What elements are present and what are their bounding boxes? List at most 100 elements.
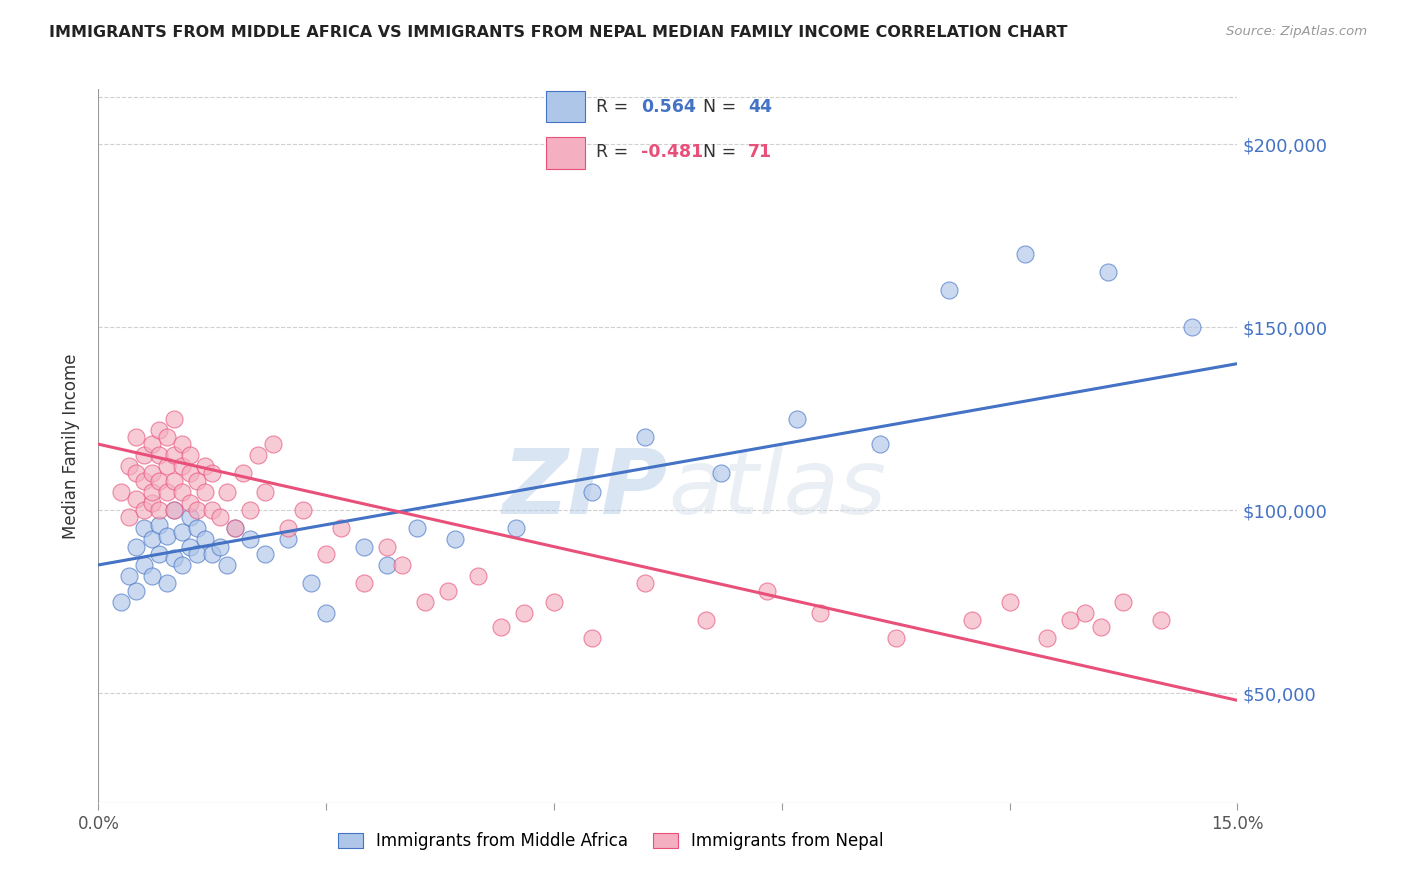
Point	[118, 569, 141, 583]
Point	[1181, 320, 1204, 334]
Point	[710, 467, 733, 481]
Point	[239, 503, 262, 517]
Point	[148, 503, 170, 517]
Point	[125, 540, 148, 554]
Point	[179, 510, 201, 524]
Point	[132, 521, 155, 535]
Point	[1150, 613, 1173, 627]
Point	[1090, 620, 1112, 634]
Point	[163, 550, 186, 565]
Point	[436, 583, 458, 598]
Point	[1112, 594, 1135, 608]
Point	[132, 474, 155, 488]
Point	[277, 533, 299, 547]
Point	[755, 583, 778, 598]
Point	[413, 594, 436, 608]
Point	[186, 474, 208, 488]
Point	[141, 437, 163, 451]
Point	[163, 503, 186, 517]
Point	[201, 547, 224, 561]
Point	[110, 484, 132, 499]
Point	[186, 503, 208, 517]
Point	[505, 521, 527, 535]
Point	[194, 533, 217, 547]
Point	[581, 484, 603, 499]
Text: 0.564: 0.564	[641, 98, 696, 116]
Point	[141, 496, 163, 510]
Text: R =: R =	[596, 98, 634, 116]
Y-axis label: Median Family Income: Median Family Income	[62, 353, 80, 539]
Point	[132, 558, 155, 572]
Point	[170, 459, 193, 474]
Point	[1059, 613, 1081, 627]
Point	[512, 606, 534, 620]
Point	[141, 533, 163, 547]
Point	[391, 558, 413, 572]
Point	[179, 540, 201, 554]
Point	[186, 547, 208, 561]
Text: N =: N =	[703, 98, 742, 116]
Text: 71: 71	[748, 143, 772, 161]
Point	[224, 521, 246, 535]
Point	[1036, 631, 1059, 645]
Point	[141, 467, 163, 481]
Point	[315, 547, 337, 561]
Point	[118, 459, 141, 474]
Point	[148, 517, 170, 532]
Point	[170, 558, 193, 572]
Text: 44: 44	[748, 98, 772, 116]
Point	[179, 496, 201, 510]
Point	[634, 576, 657, 591]
Text: Source: ZipAtlas.com: Source: ZipAtlas.com	[1226, 25, 1367, 38]
Point	[148, 423, 170, 437]
Point	[217, 558, 239, 572]
Point	[808, 606, 831, 620]
Point	[695, 613, 717, 627]
Point	[277, 521, 299, 535]
Text: atlas: atlas	[668, 445, 886, 533]
Point	[156, 529, 179, 543]
Point	[1014, 247, 1036, 261]
Point	[170, 484, 193, 499]
Legend: Immigrants from Middle Africa, Immigrants from Nepal: Immigrants from Middle Africa, Immigrant…	[329, 824, 893, 859]
Point	[1097, 265, 1119, 279]
Point	[179, 467, 201, 481]
Point	[224, 521, 246, 535]
Point	[960, 613, 983, 627]
Point	[148, 474, 170, 488]
Point	[217, 484, 239, 499]
Point	[246, 448, 269, 462]
Point	[353, 540, 375, 554]
Point	[194, 484, 217, 499]
FancyBboxPatch shape	[546, 137, 585, 169]
Point	[254, 547, 277, 561]
Point	[938, 284, 960, 298]
Point	[1074, 606, 1097, 620]
Point	[262, 437, 284, 451]
Point	[170, 437, 193, 451]
Point	[375, 540, 398, 554]
Point	[292, 503, 315, 517]
Text: -0.481: -0.481	[641, 143, 703, 161]
Point	[156, 576, 179, 591]
Point	[299, 576, 322, 591]
Point	[444, 533, 467, 547]
Point	[786, 411, 808, 425]
Point	[543, 594, 565, 608]
Point	[208, 510, 231, 524]
Point	[489, 620, 512, 634]
Point	[125, 583, 148, 598]
Point	[232, 467, 254, 481]
Point	[132, 448, 155, 462]
Point	[110, 594, 132, 608]
FancyBboxPatch shape	[546, 91, 585, 122]
Point	[170, 524, 193, 539]
Point	[315, 606, 337, 620]
Point	[118, 510, 141, 524]
Point	[186, 521, 208, 535]
Point	[208, 540, 231, 554]
Point	[132, 503, 155, 517]
Point	[141, 484, 163, 499]
Point	[194, 459, 217, 474]
Point	[467, 569, 489, 583]
